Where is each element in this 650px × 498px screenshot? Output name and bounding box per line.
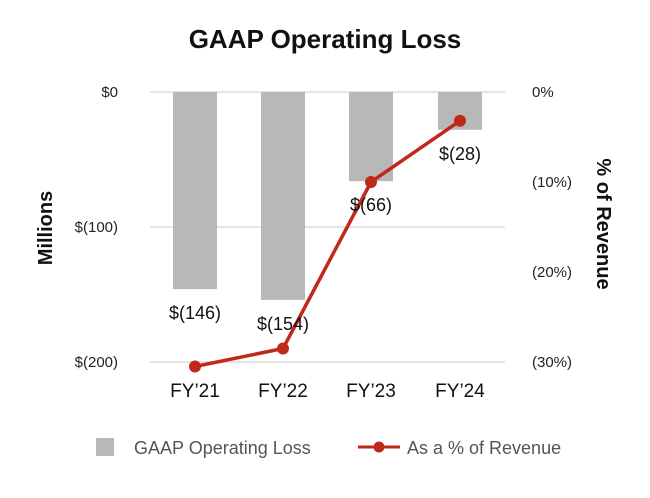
x-axis-ticks: FY’21 FY’22 FY’23 FY’24 xyxy=(170,381,485,402)
y2-axis-title: % of Revenue xyxy=(592,158,614,289)
legend-bar-swatch xyxy=(96,438,114,456)
x-tick-label: FY’24 xyxy=(435,381,485,402)
y2-tick-label: (20%) xyxy=(532,264,572,281)
legend-line-label: As a % of Revenue xyxy=(407,438,561,458)
y-tick-label: $(100) xyxy=(75,219,118,236)
line-point xyxy=(277,342,289,355)
legend-bar-label: GAAP Operating Loss xyxy=(134,438,311,458)
line-series xyxy=(189,114,466,373)
x-tick-label: FY’21 xyxy=(170,381,220,402)
y2-axis-ticks: 0% (10%) (20%) (30%) xyxy=(532,84,572,371)
line-point xyxy=(454,114,466,127)
y-axis-ticks: $0 $(100) $(200) xyxy=(75,84,118,371)
legend-line-marker xyxy=(373,441,385,453)
chart-title: GAAP Operating Loss xyxy=(189,24,462,54)
y-tick-label: $0 xyxy=(101,84,118,101)
legend: GAAP Operating Loss As a % of Revenue xyxy=(96,438,561,458)
data-label: $(146) xyxy=(169,303,221,323)
y2-tick-label: 0% xyxy=(532,84,554,101)
data-labels: $(146) $(154) $(66) $(28) xyxy=(169,144,481,334)
bar xyxy=(261,92,305,300)
line-path xyxy=(194,119,461,369)
bar xyxy=(173,92,217,290)
y-axis-title: Millions xyxy=(35,191,57,265)
x-tick-label: FY’23 xyxy=(346,381,396,402)
bar-series xyxy=(173,92,482,300)
data-label: $(28) xyxy=(439,144,481,164)
data-label: $(154) xyxy=(257,314,309,334)
data-label: $(66) xyxy=(350,195,392,215)
x-tick-label: FY’22 xyxy=(258,381,308,402)
line-point xyxy=(365,176,377,188)
y2-tick-label: (30%) xyxy=(532,354,572,371)
y-tick-label: $(200) xyxy=(75,354,118,371)
y2-tick-label: (10%) xyxy=(532,174,572,191)
line-point xyxy=(189,360,201,373)
bar xyxy=(349,92,393,182)
